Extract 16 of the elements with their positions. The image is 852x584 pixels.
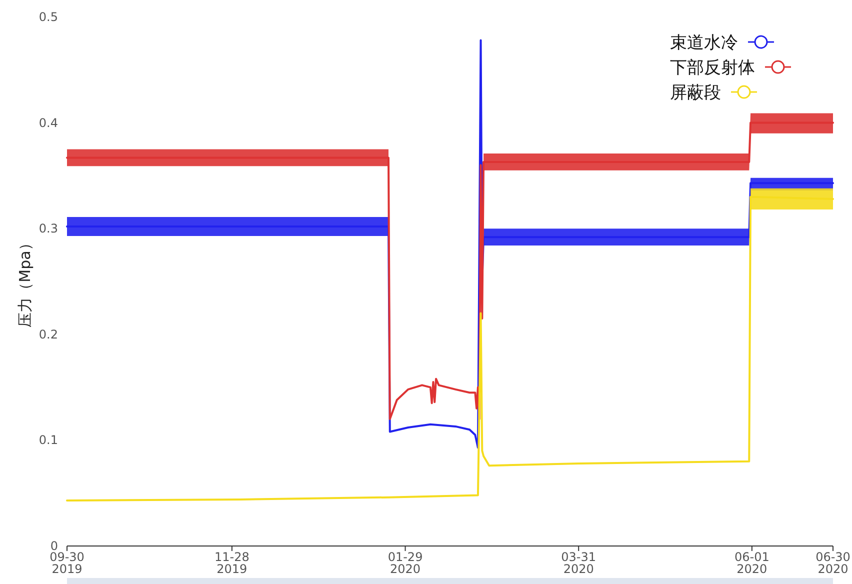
x-tick-label: 03-31 2020 bbox=[561, 550, 596, 576]
x-tick-label: 06-01 2020 bbox=[734, 550, 770, 576]
legend-label: 屏蔽段 bbox=[670, 83, 721, 103]
x-tick-label: 06-30 2020 bbox=[816, 550, 850, 576]
y-tick-label: 0.5 bbox=[38, 10, 58, 24]
y-tick-label: 0.3 bbox=[38, 222, 58, 236]
y-tick-label: 0.4 bbox=[38, 116, 58, 130]
y-tick-label: 0.2 bbox=[38, 327, 58, 342]
y-tick-label: 0 bbox=[50, 539, 58, 553]
x-tick-label: 11-28 2019 bbox=[214, 550, 250, 576]
y-axis-title: 压力（Mpa） bbox=[16, 236, 34, 328]
x-tick-label: 09-30 2019 bbox=[50, 550, 84, 576]
legend-label: 下部反射体 bbox=[670, 58, 755, 78]
legend-label: 束道水冷 bbox=[670, 33, 738, 53]
y-tick-label: 0.1 bbox=[38, 433, 58, 448]
x-tick-label: 01-29 2020 bbox=[388, 550, 423, 576]
